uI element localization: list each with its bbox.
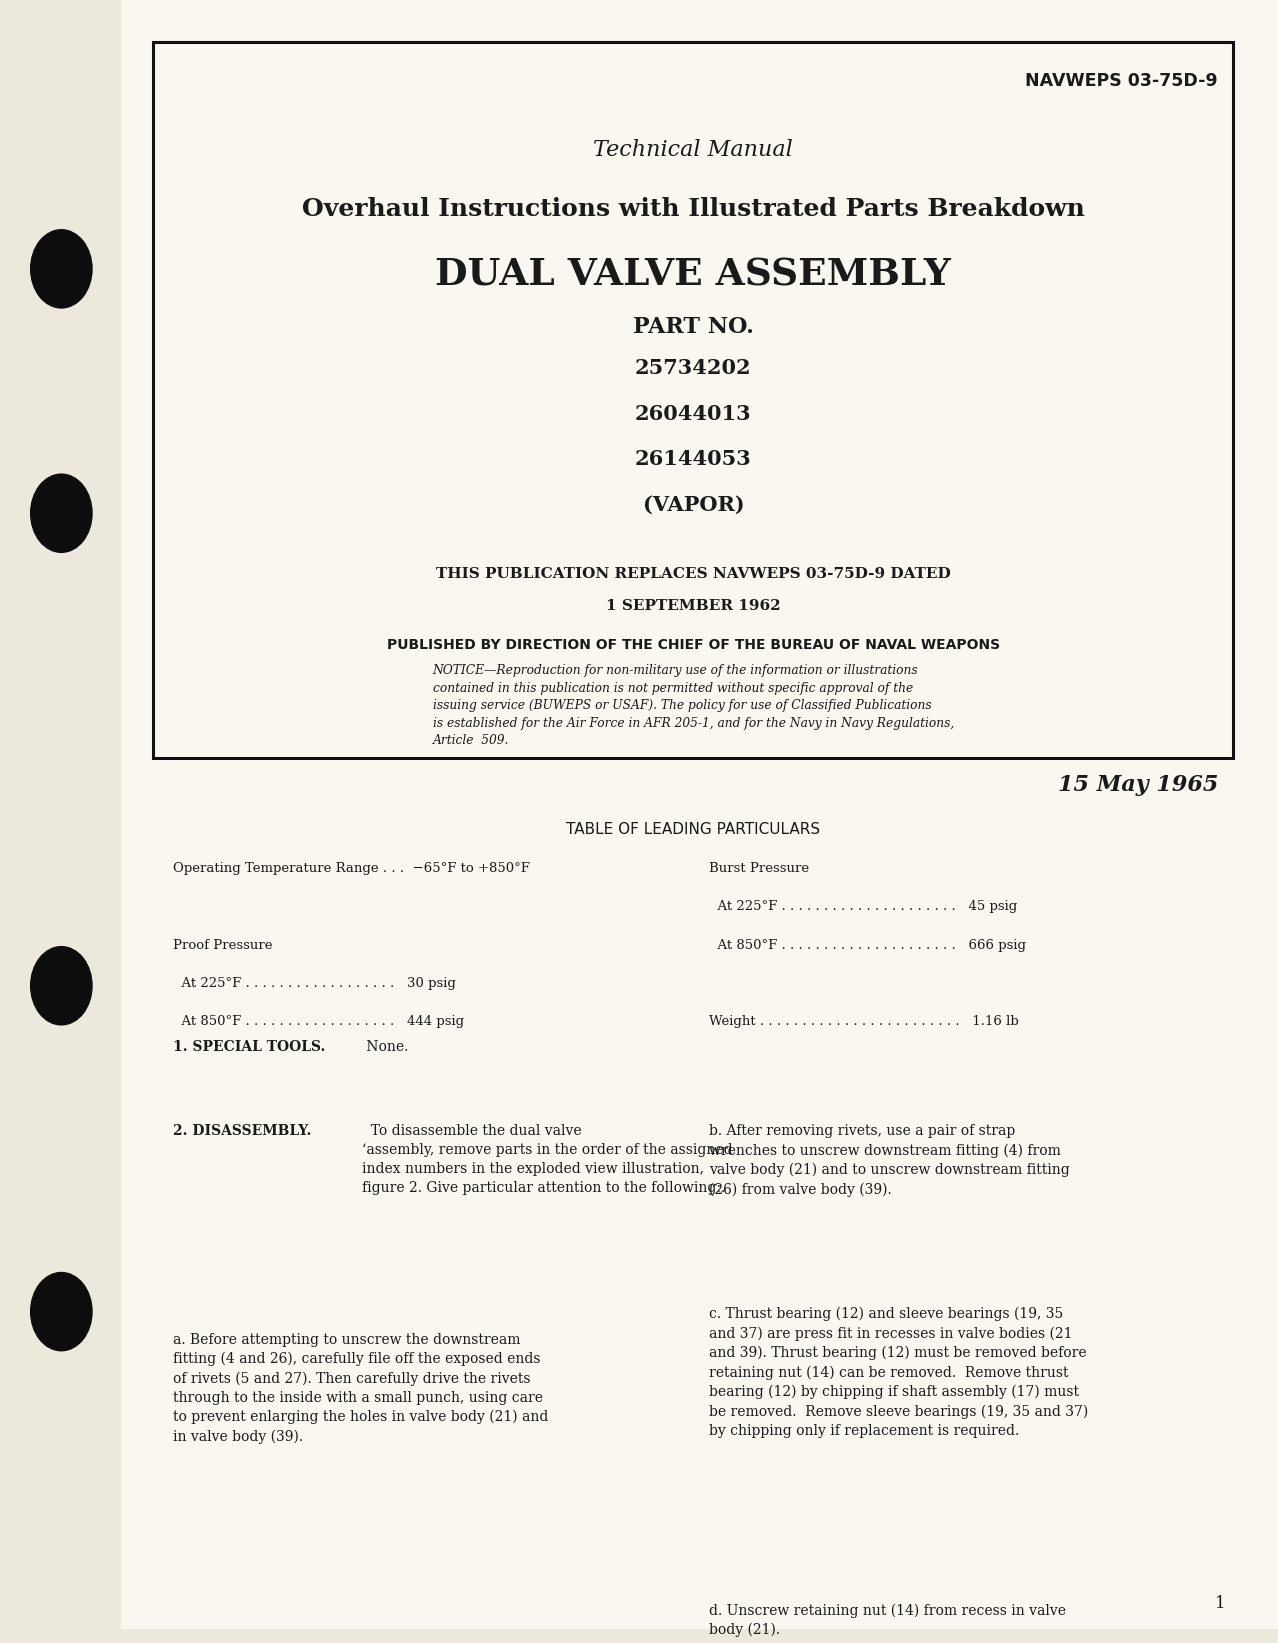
Text: a. Before attempting to unscrew the downstream
fitting (4 and 26), carefully fil: a. Before attempting to unscrew the down… — [173, 1332, 548, 1444]
Circle shape — [31, 230, 92, 307]
Circle shape — [31, 946, 92, 1025]
Text: Operating Temperature Range . . .  −65°F to +850°F: Operating Temperature Range . . . −65°F … — [173, 863, 529, 876]
Text: c. Thrust bearing (12) and sleeve bearings (19, 35
and 37) are press fit in rece: c. Thrust bearing (12) and sleeve bearin… — [709, 1306, 1089, 1438]
Text: 15 May 1965: 15 May 1965 — [1058, 774, 1218, 797]
Text: 2. DISASSEMBLY.: 2. DISASSEMBLY. — [173, 1124, 311, 1139]
Text: At 850°F . . . . . . . . . . . . . . . . . . . . .   666 psig: At 850°F . . . . . . . . . . . . . . . .… — [709, 938, 1026, 951]
Text: 1: 1 — [1215, 1595, 1226, 1612]
Text: TABLE OF LEADING PARTICULARS: TABLE OF LEADING PARTICULARS — [566, 822, 820, 836]
Text: Proof Pressure: Proof Pressure — [173, 938, 272, 951]
Text: 1 SEPTEMBER 1962: 1 SEPTEMBER 1962 — [606, 600, 781, 613]
Text: NAVWEPS 03-75D-9: NAVWEPS 03-75D-9 — [1025, 72, 1218, 90]
Text: At 850°F . . . . . . . . . . . . . . . . . .   444 psig: At 850°F . . . . . . . . . . . . . . . .… — [173, 1015, 464, 1029]
Text: DUAL VALVE ASSEMBLY: DUAL VALVE ASSEMBLY — [436, 256, 951, 294]
Text: b. After removing rivets, use a pair of strap
wrenches to unscrew downstream fit: b. After removing rivets, use a pair of … — [709, 1124, 1070, 1196]
Text: THIS PUBLICATION REPLACES NAVWEPS 03-75D-9 DATED: THIS PUBLICATION REPLACES NAVWEPS 03-75D… — [436, 567, 951, 580]
Circle shape — [31, 475, 92, 552]
Text: PART NO.: PART NO. — [633, 317, 754, 338]
Text: At 225°F . . . . . . . . . . . . . . . . . . . . .   45 psig: At 225°F . . . . . . . . . . . . . . . .… — [709, 900, 1017, 914]
Text: 26044013: 26044013 — [635, 404, 751, 424]
Text: Weight . . . . . . . . . . . . . . . . . . . . . . . .   1.16 lb: Weight . . . . . . . . . . . . . . . . .… — [709, 1015, 1019, 1029]
Bar — [153, 43, 1233, 757]
Text: 1. SPECIAL TOOLS.: 1. SPECIAL TOOLS. — [173, 1040, 325, 1053]
Circle shape — [31, 1273, 92, 1351]
Text: To disassemble the dual valve
‘assembly, remove parts in the order of the assign: To disassemble the dual valve ‘assembly,… — [362, 1124, 732, 1194]
Text: NOTICE—Reproduction for non-military use of the information or illustrations
con: NOTICE—Reproduction for non-military use… — [433, 664, 953, 748]
Text: Burst Pressure: Burst Pressure — [709, 863, 809, 876]
Text: PUBLISHED BY DIRECTION OF THE CHIEF OF THE BUREAU OF NAVAL WEAPONS: PUBLISHED BY DIRECTION OF THE CHIEF OF T… — [387, 637, 999, 652]
Text: Technical Manual: Technical Manual — [593, 140, 794, 161]
Text: Overhaul Instructions with Illustrated Parts Breakdown: Overhaul Instructions with Illustrated P… — [302, 197, 1085, 220]
Text: At 225°F . . . . . . . . . . . . . . . . . .   30 psig: At 225°F . . . . . . . . . . . . . . . .… — [173, 978, 455, 989]
Text: d. Unscrew retaining nut (14) from recess in valve
body (21).: d. Unscrew retaining nut (14) from reces… — [709, 1604, 1066, 1636]
Text: 25734202: 25734202 — [635, 358, 751, 378]
Text: 26144053: 26144053 — [635, 450, 751, 470]
Text: None.: None. — [362, 1040, 408, 1053]
Text: (VAPOR): (VAPOR) — [643, 495, 744, 516]
